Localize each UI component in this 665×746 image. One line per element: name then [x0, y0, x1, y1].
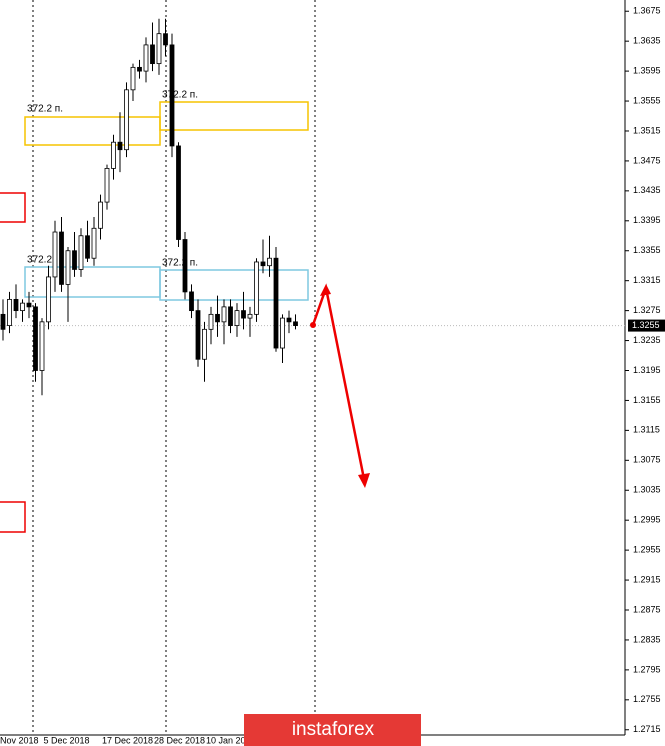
y-tick-label: 1.3475: [633, 155, 661, 165]
y-tick-label: 1.3115: [633, 425, 660, 435]
candle-body: [20, 302, 25, 312]
arrow-head: [320, 284, 331, 296]
y-tick-label: 1.3275: [633, 305, 661, 315]
zone-box: [159, 269, 309, 301]
candle-body: [260, 261, 266, 267]
candle-body: [182, 239, 188, 293]
zone-box: [159, 101, 309, 131]
candle-body: [52, 231, 58, 278]
candle-body: [33, 306, 38, 371]
candle-body: [176, 145, 181, 240]
y-tick-label: 1.2915: [633, 574, 661, 584]
candle-body: [293, 321, 298, 326]
candle-body: [195, 310, 201, 360]
y-tick-label: 1.3355: [633, 245, 661, 255]
candle-body: [156, 33, 162, 65]
candle-body: [150, 44, 155, 65]
candle-body: [26, 302, 32, 308]
x-tick-label: 17 Dec 2018: [102, 735, 153, 745]
candle-body: [286, 317, 292, 323]
x-tick-label: 10 Jan 2019: [206, 735, 256, 745]
y-tick-label: 1.3435: [633, 185, 661, 195]
candle-body: [228, 306, 233, 326]
annotation: 372.2 п.: [162, 90, 198, 101]
x-tick-label: 28 Dec 2018: [154, 735, 205, 745]
candle-body: [104, 168, 110, 203]
y-tick-label: 1.2795: [633, 664, 661, 674]
arrow-head: [358, 473, 370, 488]
y-tick-label: 1.3195: [633, 365, 661, 375]
y-tick-label: 1.3595: [633, 65, 661, 75]
candle-body: [111, 141, 116, 169]
candle-body: [163, 33, 168, 46]
candle-body: [221, 306, 227, 323]
candle-body: [215, 313, 220, 323]
candle-body: [46, 276, 51, 323]
y-tick-label: 1.3395: [633, 215, 661, 225]
candle-body: [137, 66, 142, 72]
annotation: 372.2 п.: [27, 104, 63, 115]
y-tick-label: 1.2715: [633, 724, 661, 734]
candle-body: [208, 313, 214, 330]
current-price-label: 1.3255: [632, 320, 660, 330]
candle-body: [0, 313, 6, 330]
candle-body: [72, 250, 77, 270]
watermark: instaforex: [292, 719, 375, 740]
candle-body: [143, 44, 149, 72]
candle-body: [280, 317, 285, 349]
y-tick-label: 1.3235: [633, 335, 661, 345]
candle-body: [98, 201, 103, 229]
candle-body: [202, 328, 207, 360]
candle-body: [273, 257, 279, 349]
candle-body: [13, 298, 19, 312]
zone-box: [0, 501, 26, 533]
y-tick-label: 1.3675: [633, 6, 661, 16]
candle-body: [189, 291, 194, 312]
candle-body: [39, 321, 45, 371]
annotation: 372.2 п.: [162, 258, 198, 269]
y-tick-label: 1.3075: [633, 455, 661, 465]
y-tick-label: 1.3035: [633, 485, 661, 495]
current-price-box: [628, 319, 665, 332]
y-tick-label: 1.3635: [633, 36, 661, 46]
y-tick-label: 1.3315: [633, 275, 661, 285]
candle-body: [65, 250, 71, 285]
candle-body: [124, 89, 129, 151]
candle-body: [234, 310, 240, 326]
y-tick-label: 1.2875: [633, 604, 661, 614]
forecast-arrow: [310, 283, 370, 488]
candle-body: [85, 235, 90, 259]
candle-body: [267, 257, 272, 267]
candle-body: [247, 313, 253, 319]
candle-body: [59, 231, 64, 285]
y-tick-label: 1.3515: [633, 125, 661, 135]
x-tick-label: 5 Dec 2018: [44, 735, 90, 745]
candle-body: [117, 141, 123, 151]
y-tick-label: 1.2995: [633, 515, 661, 525]
y-tick-label: 1.3555: [633, 95, 661, 105]
x-tick-label: Nov 2018: [0, 735, 39, 745]
y-tick-label: 1.2835: [633, 634, 661, 644]
zone-box: [0, 192, 26, 223]
candle-body: [7, 298, 12, 326]
candle-body: [130, 66, 136, 91]
plot: 1.2715 1.2755 1.2795 1.2835 1.2875 1.2915 1.29…: [0, 6, 665, 745]
candle-body: [254, 261, 259, 315]
candle-body: [78, 235, 84, 270]
candle-body: [169, 44, 175, 147]
y-tick-label: 1.2755: [633, 694, 661, 704]
candle-body: [241, 310, 246, 319]
watermark-box: [244, 714, 421, 746]
annotation: 372.2: [27, 255, 52, 266]
candle-body: [91, 227, 97, 259]
y-tick-label: 1.3155: [633, 395, 661, 405]
y-tick-label: 1.2955: [633, 545, 661, 555]
zone-box: [24, 116, 161, 146]
